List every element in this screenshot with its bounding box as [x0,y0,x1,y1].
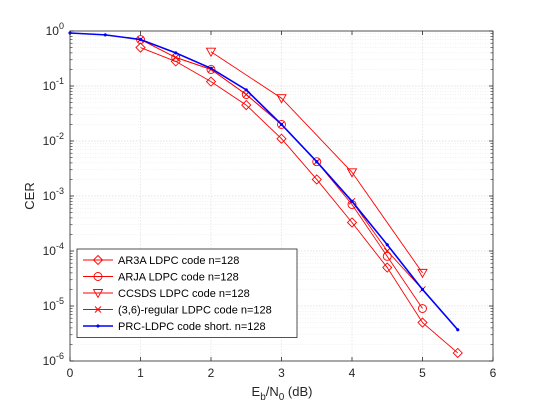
y-tick-label: 10-5 [43,296,64,313]
y-tick-base: 10 [43,299,57,313]
series-line [69,32,459,331]
legend-item: AR3A LDPC code n=128 [83,254,239,267]
y-tick-base: 10 [43,79,57,93]
x-tick-label: 1 [137,366,144,380]
x-tick-label: 6 [490,366,497,380]
series-line [210,51,423,274]
legend-item: PRC-LDPC code short. n=128 [83,321,266,333]
legend-marker [96,324,100,328]
x-axis-label-main: E [252,384,261,399]
legend: AR3A LDPC code n=128 ARJA LDPC code n=128… [76,248,298,338]
data-point [241,99,252,111]
data-point [205,76,217,87]
y-tick-exponent: 0 [59,21,64,31]
data-point [276,94,287,104]
y-tick-label: 10-1 [43,76,64,93]
x-axis-label-tail: (dB) [284,384,312,399]
x-axis-label-mid: /N [266,384,279,399]
data-point [418,304,427,313]
x-tick-label: 3 [278,366,285,380]
data-point [277,119,286,129]
x-tick-label: 5 [419,366,426,380]
y-tick-label: 10-6 [43,351,64,368]
data-point [346,168,358,178]
x-axis-label-sub2: 0 [279,392,285,403]
data-point [315,160,319,164]
y-tick-label: 10-4 [43,241,64,258]
data-point [206,64,216,74]
y-tick-exponent: -2 [56,131,64,141]
x-axis-label: Eb/N0 (dB) [252,384,313,403]
legend-item: CCSDS LDPC code n=128 [83,288,250,300]
legend-label: PRC-LDPC code short. n=128 [118,321,266,333]
series-3 [205,47,428,279]
legend-label: ARJA LDPC code n=128 [118,272,239,284]
data-point [103,33,107,37]
y-tick-exponent: -3 [56,186,64,196]
data-point [138,37,143,42]
legend-marker [92,254,104,266]
legend-box [76,248,298,338]
data-point [244,88,248,92]
data-point [135,42,146,53]
x-tick-label: 2 [208,366,215,380]
data-point [276,133,287,144]
y-axis-label: CER [22,182,37,209]
y-tick-label: 100 [46,21,64,38]
data-point [312,157,322,167]
data-point [452,347,463,359]
y-tick-base: 10 [43,244,57,258]
y-tick-exponent: -4 [56,241,64,251]
data-point [311,174,322,185]
data-point [172,54,180,61]
legend-item: ARJA LDPC code n=128 [83,272,239,284]
y-tick-base: 10 [43,134,57,148]
y-tick-label: 10-2 [43,131,64,148]
data-point [350,199,354,203]
series-layer [68,31,463,359]
series-line [140,47,459,354]
y-tick-exponent: -6 [56,351,64,361]
legend-label: CCSDS LDPC code n=128 [118,288,250,300]
data-point [279,122,284,127]
x-axis-label-sub1: b [260,392,266,403]
legend-marker [94,306,102,313]
y-tick-exponent: -5 [56,296,64,306]
legend-item: (3,6)-regular LDPC code n=128 [83,305,272,317]
data-point [383,247,391,255]
y-tick-label: 10-3 [43,186,64,203]
legend-marker [93,272,103,281]
legend-label: AR3A LDPC code n=128 [118,255,239,267]
legend-marker [92,289,104,299]
x-tick-label: 0 [67,366,74,380]
y-tick-base: 10 [43,189,57,203]
data-point [382,251,392,261]
series-1 [135,42,463,359]
legend-label: (3,6)-regular LDPC code n=128 [118,305,272,317]
data-point [174,51,178,55]
y-tick-base: 10 [43,354,57,368]
data-point [205,47,217,58]
y-tick-base: 10 [46,24,60,38]
data-point [209,66,213,70]
data-point [456,328,460,332]
data-point [420,287,425,292]
data-point [417,268,428,279]
x-tick-label: 4 [349,366,356,380]
data-point [382,262,393,273]
y-tick-exponent: -1 [56,76,64,86]
data-point [417,317,428,328]
data-point [385,243,389,247]
data-point [346,217,358,228]
